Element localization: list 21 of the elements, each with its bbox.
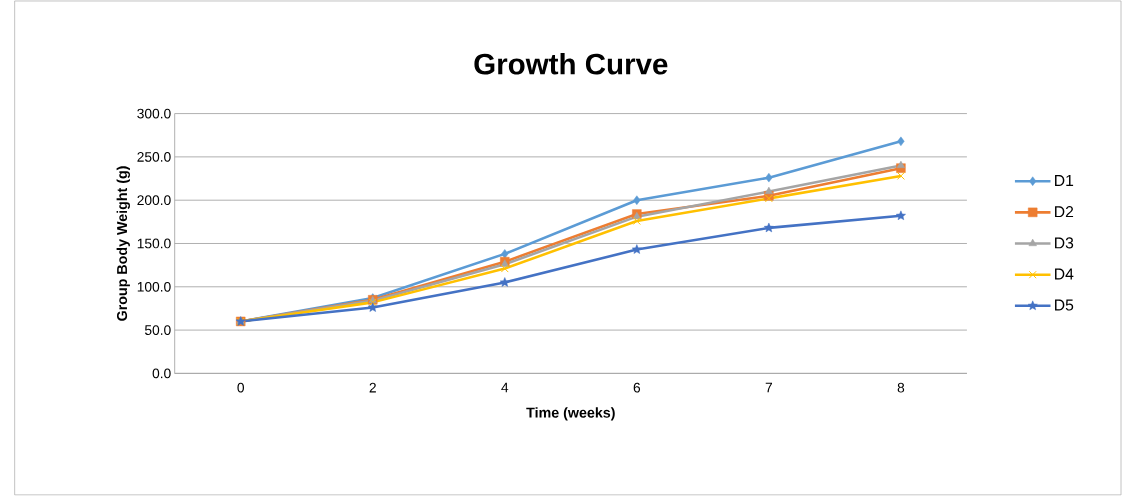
chart-title: Growth Curve (474, 52, 668, 75)
y-tick-label: 100.0 (137, 281, 171, 292)
x-tick-label: 4 (501, 382, 509, 393)
y-axis-title: Group Body Weight (g) (116, 166, 130, 321)
x-tick-label: 6 (633, 382, 641, 393)
x-tick-label: 7 (765, 382, 773, 393)
y-tick-label: 250.0 (137, 152, 171, 162)
y-tick-label: 300.0 (137, 108, 171, 119)
y-tick-label: 0.0 (152, 368, 171, 379)
y-tick-label: 200.0 (137, 195, 171, 206)
x-tick-label: 0 (237, 382, 245, 393)
legend-label: D2 (1055, 206, 1074, 218)
legend-label: D3 (1055, 237, 1074, 249)
x-axis-title: Time (weeks) (526, 407, 615, 421)
legend-label: D1 (1055, 175, 1074, 186)
y-tick-label: 150.0 (137, 238, 171, 249)
legend-label: D5 (1055, 299, 1074, 311)
y-tick-label: 50.0 (144, 325, 171, 336)
x-tick-label: 2 (369, 382, 376, 393)
x-tick-label: 8 (897, 382, 905, 393)
legend-label: D4 (1055, 268, 1074, 280)
